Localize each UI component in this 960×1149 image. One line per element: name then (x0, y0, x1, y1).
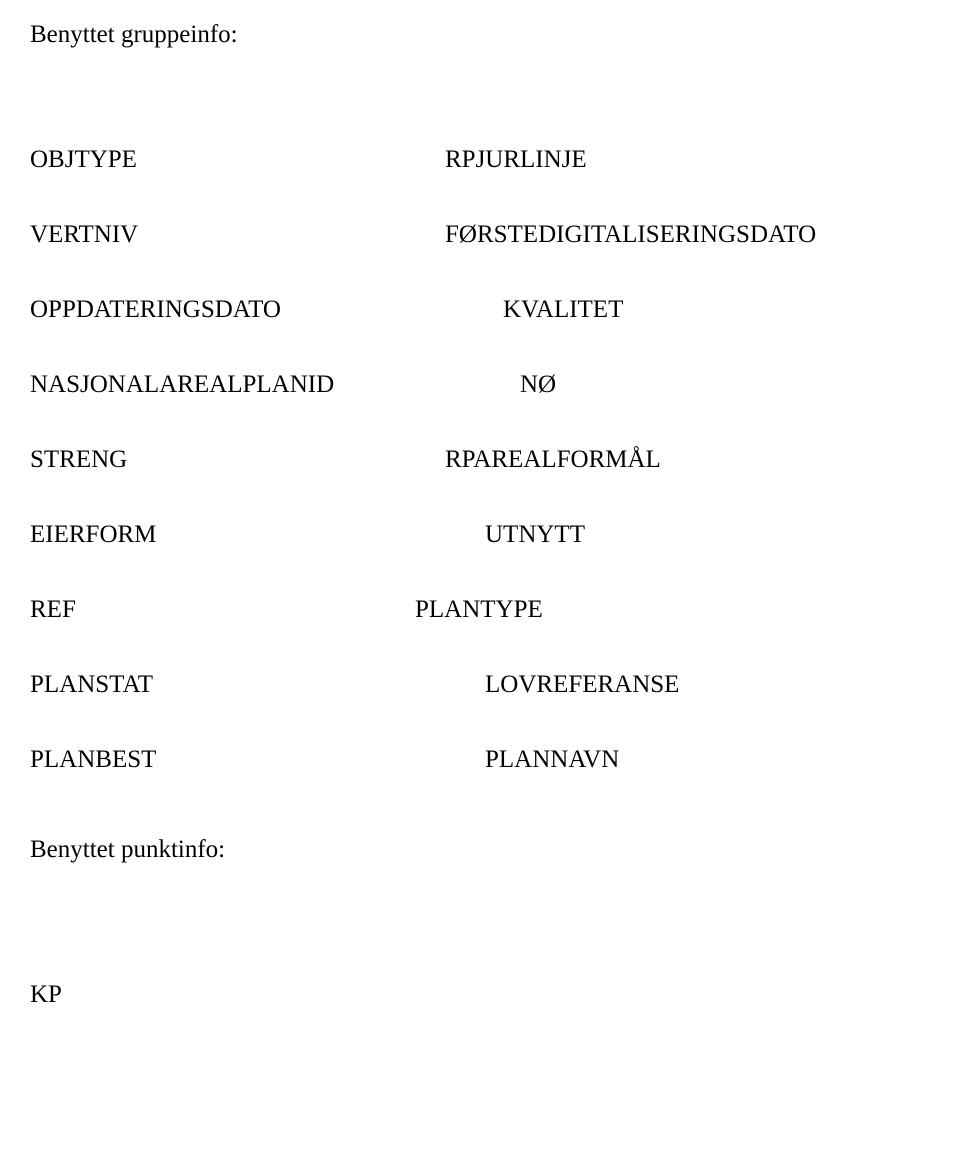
term-row: STRENGRPAREALFORMÅL (30, 445, 930, 475)
term-left: PLANSTAT (30, 670, 445, 700)
term-row: OBJTYPERPJURLINJE (30, 145, 930, 175)
term-right: LOVREFERANSE (445, 670, 930, 700)
term-left: OBJTYPE (30, 145, 445, 175)
term-row: PLANBESTPLANNAVN (30, 745, 930, 775)
term-row: NASJONALAREALPLANIDNØ (30, 370, 930, 400)
term-right: NØ (445, 370, 930, 400)
term-left: STRENG (30, 445, 445, 475)
section-subheading: Benyttet punktinfo: (30, 835, 930, 865)
term-left: NASJONALAREALPLANID (30, 370, 445, 400)
term-row: REFPLANTYPE (30, 595, 930, 625)
term-right: PLANTYPE (415, 595, 930, 625)
term-row: EIERFORMUTNYTT (30, 520, 930, 550)
term-right: FØRSTEDIGITALISERINGSDATO (445, 220, 930, 250)
term-right: UTNYTT (445, 520, 930, 550)
term-right: KVALITET (445, 295, 930, 325)
term-left: EIERFORM (30, 520, 445, 550)
term-left: VERTNIV (30, 220, 445, 250)
term-row: OPPDATERINGSDATOKVALITET (30, 295, 930, 325)
term-right: RPAREALFORMÅL (445, 445, 930, 475)
term-left: PLANBEST (30, 745, 445, 775)
term-right: PLANNAVN (445, 745, 930, 775)
term-left: OPPDATERINGSDATO (30, 295, 445, 325)
term-right: RPJURLINJE (445, 145, 930, 175)
terms-list: OBJTYPERPJURLINJE VERTNIVFØRSTEDIGITALISE… (30, 145, 930, 775)
section-heading: Benyttet gruppeinfo: (30, 20, 930, 50)
term-left: REF (30, 595, 445, 625)
footer-text: KP (30, 980, 930, 1010)
term-row: PLANSTATLOVREFERANSE (30, 670, 930, 700)
term-row: VERTNIVFØRSTEDIGITALISERINGSDATO (30, 220, 930, 250)
